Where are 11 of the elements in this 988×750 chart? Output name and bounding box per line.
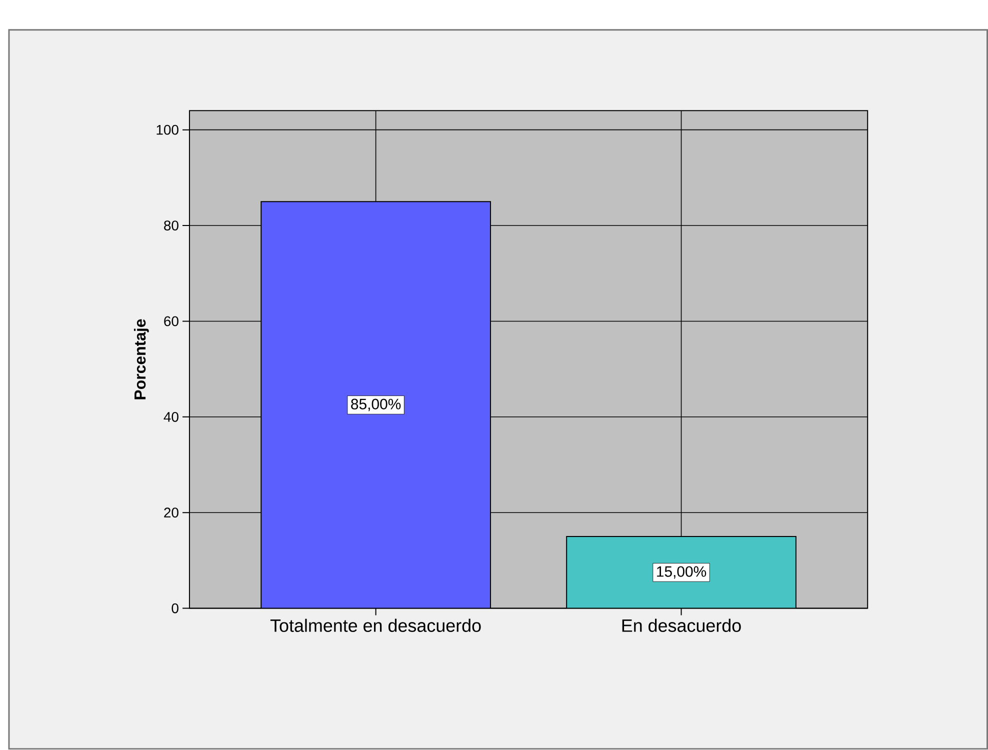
x-tick-label: En desacuerdo (622, 618, 741, 632)
y-tick-label: 80 (164, 220, 178, 231)
data-label: 85,00% (351, 398, 401, 412)
y-tick-label: 40 (164, 412, 178, 422)
y-axis-title: Porcentaje (134, 319, 149, 400)
y-tick-label: 100 (156, 125, 178, 135)
x-tick-label: Totalmente en desacuerdo (270, 618, 481, 632)
y-tick-label: 20 (164, 508, 178, 518)
data-label: 15,00% (657, 566, 706, 579)
y-tick-label: 60 (164, 316, 178, 326)
y-tick-label: 0 (172, 604, 178, 614)
